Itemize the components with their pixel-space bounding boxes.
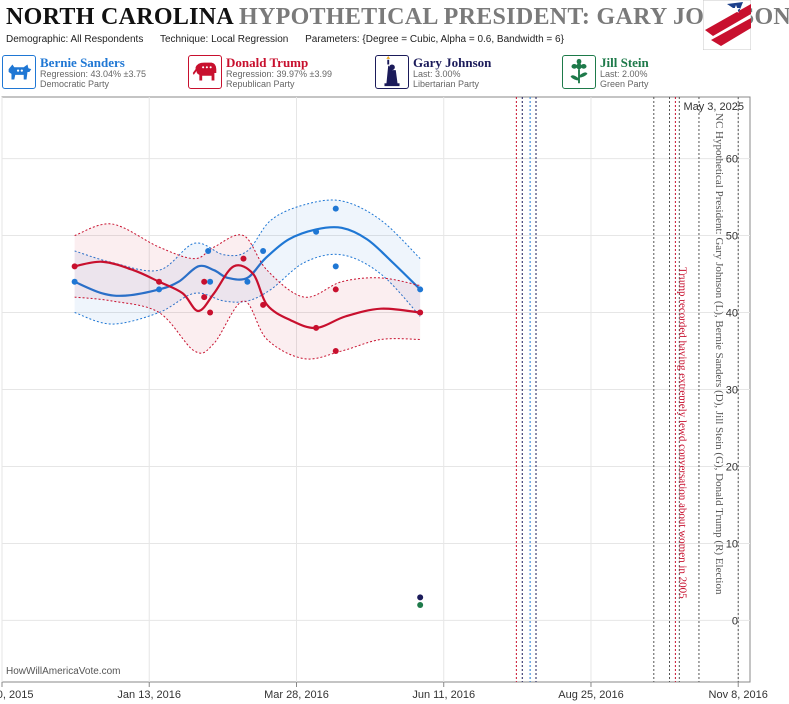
candidate-party: Green Party	[600, 79, 649, 89]
bernie-sanders-poll-point	[71, 278, 78, 285]
y-tick-label: 10	[726, 538, 738, 550]
candidate-party: Democratic Party	[40, 79, 110, 89]
donald-trump-poll-point	[260, 301, 267, 308]
candidate-stat: Regression: 39.97% ±3.99	[226, 69, 333, 79]
flag-logo-icon	[703, 0, 751, 50]
header: NORTH CAROLINA HYPOTHETICAL PRESIDENT: G…	[0, 0, 789, 52]
candidate-name: Bernie Sanders	[40, 55, 125, 70]
title-state: NORTH CAROLINA	[6, 4, 233, 30]
y-tick-label: 0	[732, 615, 738, 627]
y-tick-label: 60	[726, 154, 738, 166]
donald-trump-poll-point	[332, 286, 339, 293]
bernie-sanders-poll-point	[207, 278, 214, 285]
candidate-stat: Last: 3.00%	[413, 69, 461, 79]
parameters-label: Parameters:	[305, 34, 360, 45]
donald-trump-poll-point	[201, 294, 208, 301]
bernie-sanders-band-upper	[74, 199, 421, 272]
bernie-sanders-poll-point	[332, 205, 339, 212]
parameters-value: {Degree = Cubic, Alpha = 0.6, Bandwidth …	[362, 34, 564, 45]
candidate-johnson[interactable]: Gary Johnson Last: 3.00% Libertarian Par…	[375, 55, 560, 91]
donald-trump-poll-point	[417, 309, 424, 316]
candidate-stein[interactable]: Jill Stein Last: 2.00% Green Party	[562, 55, 747, 91]
donald-trump-poll-point	[201, 278, 208, 285]
gary-johnson-poll-point	[417, 594, 424, 601]
bernie-sanders-poll-point	[313, 228, 320, 235]
bernie-sanders-poll-point	[205, 247, 212, 254]
bernie-sanders-poll-point	[260, 247, 267, 254]
x-tick-label: Mar 28, 2016	[264, 689, 329, 701]
donald-trump-poll-point	[207, 309, 214, 316]
y-tick-label: 30	[726, 385, 738, 397]
demographic-label: Demographic:	[6, 34, 69, 45]
bernie-sanders-poll-point	[332, 263, 339, 270]
technique-value: Local Regression	[211, 34, 289, 45]
page-title: NORTH CAROLINA HYPOTHETICAL PRESIDENT: G…	[6, 4, 789, 31]
bernie-sanders-trend-line	[74, 226, 421, 297]
candidate-legend: Bernie Sanders Regression: 43.04% ±3.75 …	[0, 55, 789, 93]
date-label: May 3, 2025	[683, 101, 744, 113]
x-tick-label: Oct 30, 2015	[0, 689, 34, 701]
jill-stein-poll-point	[417, 602, 424, 609]
chart-title: NC Hypothetical President: Gary Johnson …	[713, 113, 725, 595]
x-tick-label: Nov 8, 2016	[709, 689, 768, 701]
flower-icon	[562, 55, 596, 89]
poll-chart: Oct 30, 2015 Jan 13, 2016 Mar 28, 2016 Jun …	[0, 96, 768, 701]
bernie-sanders-poll-point	[244, 278, 251, 285]
donald-trump-poll-point	[71, 263, 78, 270]
site-credit: HowWillAmericaVote.com	[6, 666, 120, 677]
demographic-value: All Respondents	[70, 34, 144, 45]
y-tick-label: 50	[726, 231, 738, 243]
x-tick-label: Jun 11, 2016	[412, 689, 475, 701]
bernie-sanders-band-lower	[74, 253, 421, 325]
y-tick-label: 40	[726, 308, 738, 320]
donald-trump-band-lower	[74, 296, 421, 360]
candidate-party: Libertarian Party	[413, 79, 480, 89]
candidate-stat: Regression: 43.04% ±3.75	[40, 69, 147, 79]
candidate-party: Republican Party	[226, 79, 295, 89]
liberty-icon	[375, 55, 409, 89]
donald-trump-confidence-band	[74, 223, 421, 360]
candidate-sanders[interactable]: Bernie Sanders Regression: 43.04% ±3.75 …	[2, 55, 187, 91]
donald-trump-band-upper	[74, 223, 421, 298]
bernie-sanders-poll-point	[156, 286, 163, 293]
candidate-name: Jill Stein	[600, 55, 649, 70]
candidate-stat: Last: 2.00%	[600, 69, 648, 79]
donald-trump-trend-line	[74, 260, 421, 330]
bernie-sanders-confidence-band	[74, 199, 421, 325]
candidate-trump[interactable]: Donald Trump Regression: 39.97% ±3.99 Re…	[188, 55, 373, 91]
y-tick-label: 20	[726, 461, 738, 473]
elephant-icon	[188, 55, 222, 89]
bernie-sanders-poll-point	[417, 286, 424, 293]
parameters-line: Demographic: All Respondents Technique: …	[6, 34, 578, 45]
donald-trump-poll-point	[332, 348, 339, 355]
candidate-name: Donald Trump	[226, 55, 309, 70]
candidate-name: Gary Johnson	[413, 55, 492, 70]
donald-trump-poll-point	[240, 255, 247, 262]
title-race: HYPOTHETICAL PRESIDENT: GARY JOHNSON	[239, 4, 789, 30]
x-tick-label: Aug 25, 2016	[558, 689, 623, 701]
donald-trump-poll-point	[313, 324, 320, 331]
x-tick-label: Jan 13, 2016	[117, 689, 181, 701]
donald-trump-poll-point	[156, 278, 163, 285]
technique-label: Technique:	[159, 34, 209, 45]
donkey-icon	[2, 55, 36, 89]
event-annotation: Trump recorded having extremely lewd con…	[676, 267, 688, 599]
